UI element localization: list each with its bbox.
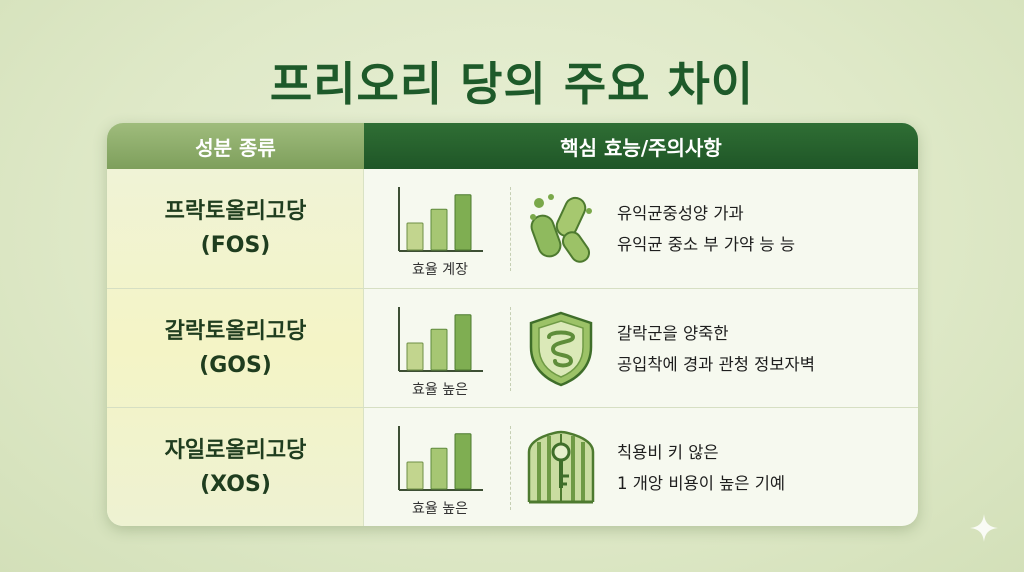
chart-bar xyxy=(430,328,448,371)
effect-line-1: 갈락군을 양죽한 xyxy=(617,323,729,343)
bacteria-icon xyxy=(530,194,592,263)
sparkle-icon xyxy=(970,514,998,542)
divider xyxy=(510,307,511,391)
effect-line-1: 칙용비 키 않은 xyxy=(617,442,719,462)
divider xyxy=(510,426,511,510)
table-row-gos: 갈락토올리고당 (GOS) 효율 높은 갈락군을 양죽한 공입착에 경과 관청 … xyxy=(107,288,918,407)
component-abbr: (GOS) xyxy=(199,352,272,378)
effect-description: 유익균중성양 가과 유익균 중소 부 가약 능 능 xyxy=(617,169,907,288)
bar-chart-icon xyxy=(398,187,483,252)
component-name: 자일로올리고당 (XOS) xyxy=(107,408,364,526)
table-row-fos: 프락토올리고당 (FOS) 효율 계장 유익균중성양 가과 유익균 중소 부 가… xyxy=(107,169,918,288)
chart-bar xyxy=(430,208,448,251)
bar-chart-icon xyxy=(398,426,483,491)
chart-label: 효율 높은 xyxy=(412,382,468,398)
component-name-korean: 갈락토올리고당 xyxy=(164,318,307,344)
chart-bar xyxy=(430,447,448,490)
effect-description: 갈락군을 양죽한 공입착에 경과 관청 정보자벽 xyxy=(617,289,907,408)
chart-bar xyxy=(406,342,424,371)
page-title: 프리오리 당의 주요 차이 xyxy=(269,57,755,111)
chart-bar xyxy=(454,433,472,490)
type-column-background xyxy=(107,169,364,526)
chart-label: 효율 높은 xyxy=(412,501,468,517)
divider xyxy=(510,187,511,271)
component-name: 프락토올리고당 (FOS) xyxy=(107,169,364,288)
effect-line-1: 유익균중성양 가과 xyxy=(617,203,744,223)
effect-line-2: 공입착에 경과 관청 정보자벽 xyxy=(617,354,815,374)
chart-label: 효율 계장 xyxy=(412,262,468,278)
component-name-korean: 프락토올리고당 xyxy=(164,198,307,224)
header-key-effects: 핵심 효능/주의사항 xyxy=(364,123,918,169)
effect-line-2: 유익균 중소 부 가약 능 능 xyxy=(617,234,796,254)
shield-intestine-icon xyxy=(529,311,593,387)
table-row-xos: 자일로올리고당 (XOS) 효율 높은 칙용비 키 않은 1 xyxy=(107,407,918,526)
gate-key-icon xyxy=(527,430,595,504)
bar-chart-icon xyxy=(398,307,483,372)
effect-line-2: 1 개앙 비용이 높은 기예 xyxy=(617,473,786,493)
chart-bar xyxy=(454,194,472,251)
component-name-korean: 자일로올리고당 xyxy=(164,437,307,463)
component-abbr: (XOS) xyxy=(200,471,271,497)
chart-bar xyxy=(406,222,424,251)
header-component-type: 성분 종류 xyxy=(107,123,364,169)
component-name: 갈락토올리고당 (GOS) xyxy=(107,289,364,408)
chart-bar xyxy=(454,314,472,371)
chart-bar xyxy=(406,461,424,490)
effect-description: 칙용비 키 않은 1 개앙 비용이 높은 기예 xyxy=(617,408,907,526)
component-abbr: (FOS) xyxy=(200,232,271,258)
comparison-table: 성분 종류 핵심 효능/주의사항 프락토올리고당 (FOS) 효율 계장 유익균… xyxy=(107,123,918,526)
